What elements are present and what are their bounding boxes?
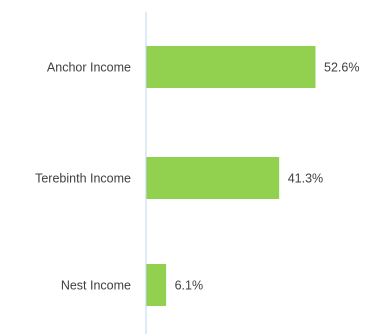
bar-anchor-income	[146, 46, 316, 88]
bar-terebinth-income	[146, 157, 280, 199]
category-label-anchor-income: Anchor Income	[47, 61, 131, 75]
category-labels: Anchor Income Terebinth Income Nest Income	[35, 61, 131, 293]
value-label-terebinth-income: 41.3%	[288, 172, 323, 186]
value-labels: 52.6% 41.3% 6.1%	[175, 61, 360, 293]
bar-series	[146, 46, 316, 306]
bar-nest-income	[146, 264, 167, 306]
category-label-nest-income: Nest Income	[61, 279, 131, 293]
value-label-nest-income: 6.1%	[175, 279, 204, 293]
value-label-anchor-income: 52.6%	[324, 61, 359, 75]
category-label-terebinth-income: Terebinth Income	[35, 172, 131, 186]
